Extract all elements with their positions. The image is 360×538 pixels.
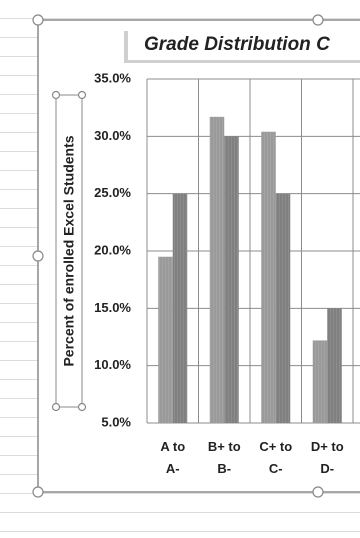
- bar-texture: [327, 308, 342, 423]
- bar-texture: [312, 340, 328, 423]
- bar-texture: [261, 131, 276, 423]
- y-tick-label: 5.0%: [101, 414, 131, 429]
- bar-texture: [209, 116, 225, 423]
- bar-texture: [224, 136, 239, 424]
- title-box: [128, 28, 360, 60]
- y-tick-label: 35.0%: [94, 70, 131, 85]
- y-tick-label: 20.0%: [94, 242, 131, 257]
- x-tick-label: B+ to B-: [207, 439, 241, 476]
- bar-texture: [275, 193, 291, 423]
- y-label-box: [55, 94, 83, 408]
- x-tick-label: A to A-: [160, 439, 186, 476]
- bar-texture: [172, 193, 188, 423]
- y-tick-label: 10.0%: [94, 357, 131, 372]
- y-tick-label: 15.0%: [94, 300, 131, 315]
- x-tick-label: D+ to D-: [310, 439, 344, 476]
- y-tick-label: 25.0%: [94, 185, 131, 200]
- x-tick-label: C+ to C-: [259, 439, 293, 476]
- y-axis-label: Percent of enrolled Excel Students: [61, 135, 77, 366]
- selection-handles[interactable]: [32, 14, 324, 498]
- chart-title: Grade Distribution C: [144, 34, 330, 55]
- y-tick-label: 30.0%: [94, 128, 131, 143]
- bar-texture: [158, 256, 173, 423]
